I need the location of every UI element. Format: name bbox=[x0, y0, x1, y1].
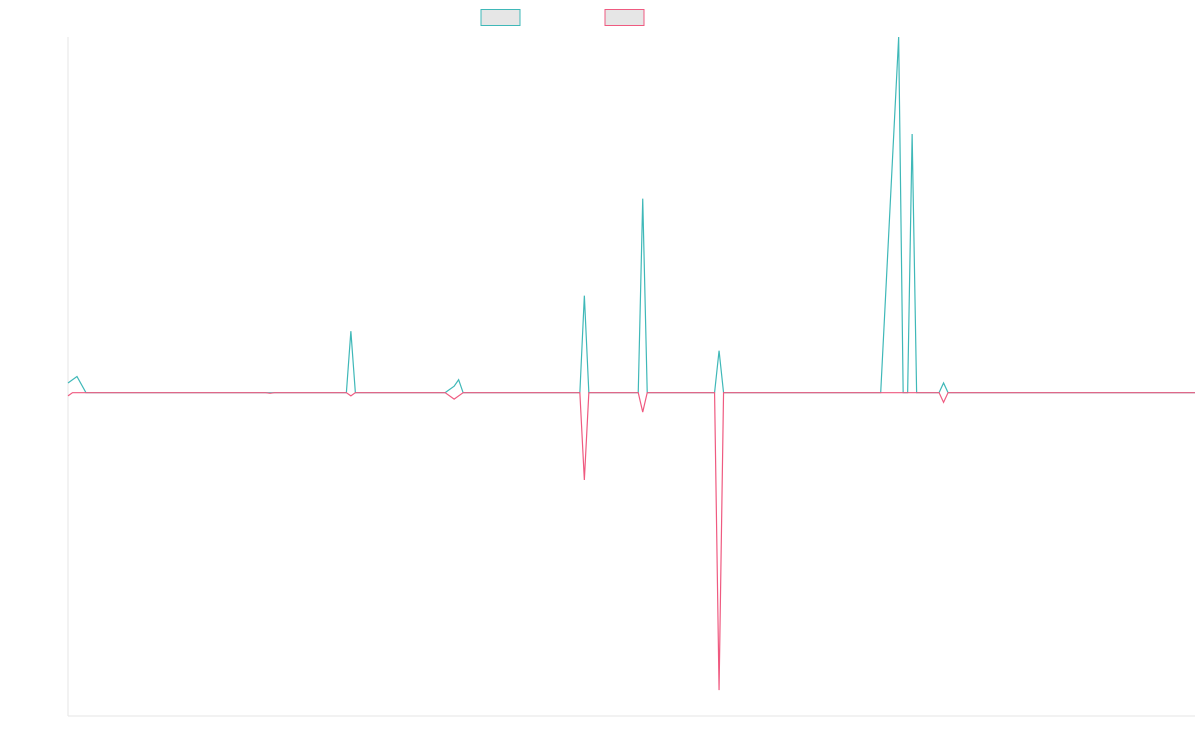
series-line-1 bbox=[67, 36, 1195, 394]
legend-swatch-2[interactable] bbox=[604, 9, 645, 26]
chart-legend[interactable] bbox=[480, 9, 645, 26]
plot-area bbox=[67, 36, 1195, 691]
chart-axes bbox=[67, 37, 1195, 717]
series-line-2 bbox=[67, 392, 1195, 691]
legend-swatch-1[interactable] bbox=[480, 9, 521, 26]
